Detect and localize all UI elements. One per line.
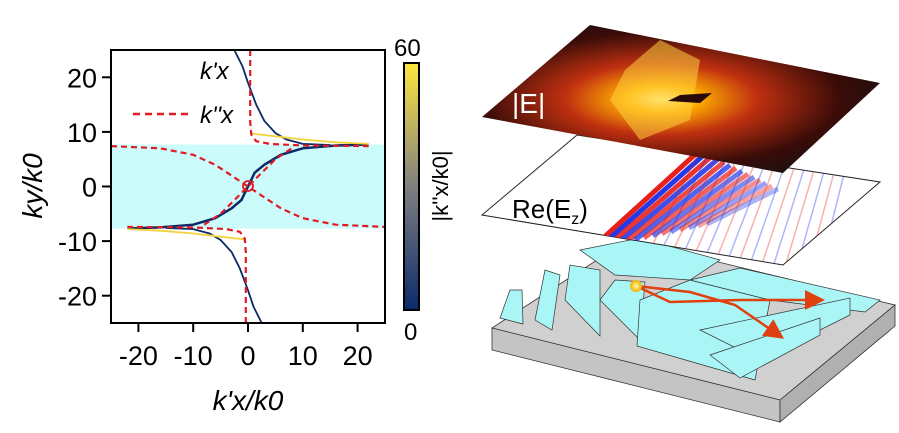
- series-line-7: [111, 145, 385, 228]
- wave-stripe: [624, 160, 726, 244]
- e-field-hotspot: [610, 40, 700, 140]
- wave-stripe: [711, 149, 761, 265]
- x-axis-label: k'x/k0: [213, 385, 284, 416]
- wave-stripe: [642, 166, 738, 240]
- chart: -20 -10 0 10 20 20 10 0 -10 -20 k'x k''x k'x/k0 k…: [17, 35, 453, 416]
- series-line-8: [203, 147, 293, 226]
- wave-stripe: [678, 177, 762, 233]
- wave-stripe: [759, 149, 801, 265]
- colorbar-max-label: 60: [394, 35, 421, 62]
- wave-stripe: [633, 163, 732, 242]
- legend-label-kx-imag: k''x: [200, 102, 234, 129]
- wave-stripe: [597, 151, 708, 250]
- x-tick-label: 0: [240, 341, 255, 371]
- y-tick-label: 10: [67, 118, 97, 148]
- axes: -20 -10 0 10 20 20 10 0 -10 -20: [58, 63, 373, 371]
- wave-stripe: [705, 186, 780, 227]
- e-field-label: |E|: [512, 88, 545, 119]
- y-tick-label: 0: [82, 173, 97, 203]
- colorbar-gradient: [403, 62, 420, 311]
- device-illustration: Re(Ez) |E|: [480, 25, 896, 423]
- y-tick-label: -10: [58, 227, 97, 257]
- colorbar: 60 0 |k''x/k0|: [394, 35, 453, 346]
- series-line-0: [127, 143, 369, 230]
- re-ez-label: Re(Ez): [512, 194, 588, 228]
- series-line-6: [127, 225, 247, 323]
- wave-stripe: [588, 148, 702, 252]
- colorbar-min-label: 0: [404, 319, 417, 346]
- series-line-1: [233, 50, 331, 146]
- wave-stripe: [699, 149, 751, 265]
- wave-stripe: [696, 183, 774, 229]
- series-group: [111, 50, 385, 323]
- e-field-shadow: [668, 93, 712, 103]
- legend-label-kx-real: k'x: [200, 58, 230, 85]
- wave-stripe: [660, 171, 750, 237]
- x-tick-label: 20: [343, 341, 373, 371]
- light-rays: [635, 284, 825, 339]
- colorbar-label: |k''x/k0|: [428, 150, 453, 221]
- legend: k'x k''x: [133, 58, 234, 129]
- y-tick-label: -20: [58, 282, 97, 312]
- origin-circle: [242, 180, 254, 192]
- series-line-4: [127, 228, 246, 241]
- wave-stripe: [687, 180, 768, 231]
- x-tick-label: -10: [174, 341, 213, 371]
- wave-stripe: [651, 168, 744, 239]
- y-axis-label: ky/k0: [17, 153, 48, 219]
- series-line-3: [250, 132, 369, 145]
- x-tick-label: -20: [119, 341, 158, 371]
- wave-stripe: [687, 149, 741, 265]
- series-line-2: [165, 227, 263, 323]
- wave-stripe: [669, 174, 756, 235]
- wave-stripe: [615, 157, 720, 246]
- y-tick-label: 20: [67, 63, 97, 93]
- x-tick-label: 10: [288, 341, 318, 371]
- re-ez-field: [588, 148, 851, 265]
- wave-stripe: [723, 149, 771, 265]
- substrate-side: [779, 304, 896, 423]
- series-line-5: [249, 50, 369, 148]
- source-dot-icon: [630, 280, 642, 292]
- wave-stripe: [606, 154, 714, 248]
